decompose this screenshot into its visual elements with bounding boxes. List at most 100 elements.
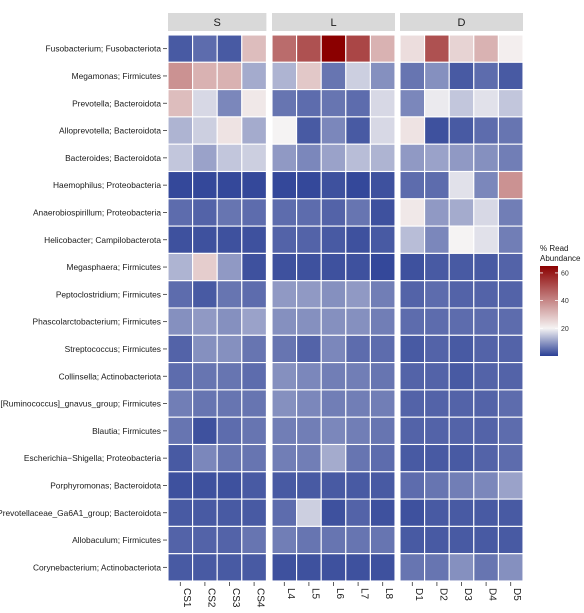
heatmap-cell-l7-row-13 [345,362,371,391]
heatmap-cell-l6-row-18 [320,498,347,527]
heatmap-cell-cs4-row-17 [241,471,267,500]
row-label: Prevotella; Bacteroidota [72,98,161,108]
heatmap-cell-cs2-row-13 [192,362,218,391]
heatmap-cell-cs2-row-14 [192,389,218,418]
heatmap-cell-d3-row-1 [448,34,475,63]
heatmap-cell-cs4-row-15 [241,416,267,446]
column-label-d1: D1 [413,588,424,601]
heatmap-cell-d2-row-18 [424,498,450,527]
heatmap-cell-cs3-row-6 [216,170,243,200]
heatmap-cell-d3-row-6 [448,170,475,200]
heatmap-cell-cs2-row-8 [192,225,218,254]
heatmap-cell-cs1-row-5 [167,143,194,173]
heatmap-cell-cs1-row-15 [167,416,194,446]
heatmap-cell-l4-row-15 [271,416,298,446]
heatmap-cell-l4-row-8 [271,225,298,254]
heatmap-cell-cs2-row-9 [192,252,218,282]
heatmap-cell-cs3-row-8 [216,225,243,254]
heatmap-cell-l5-row-12 [296,334,322,364]
heatmap-cell-d4-row-19 [473,525,499,555]
heatmap-cell-cs2-row-6 [192,170,218,200]
facet-strip-d [400,13,523,31]
row-label: Megasphaera; Firmicutes [67,262,162,272]
heatmap-cell-l7-row-19 [345,525,371,555]
heatmap-cell-d1-row-7 [399,198,426,227]
heatmap-cell-d2-row-12 [424,334,450,364]
heatmap-cell-d4-row-6 [473,170,499,200]
heatmap-cell-cs2-row-19 [192,525,218,555]
heatmap-cell-d5-row-1 [497,34,524,63]
legend-ticks: 20 40 60 [540,270,569,333]
heatmap-cell-d3-row-5 [448,143,475,173]
row-label: Porphyromonas; Bacteroidota [50,480,161,490]
column-label-d3: D3 [462,588,473,601]
column-label-l6: L6 [334,588,345,600]
heatmap-cell-d2-row-1 [424,34,450,63]
heatmap-cell-d1-row-20 [399,553,426,582]
heatmap-cell-d2-row-14 [424,389,450,418]
heatmap-cell-d2-row-2 [424,61,450,91]
heatmap-cell-l5-row-10 [296,280,322,309]
heatmap-cell-cs2-row-4 [192,116,218,145]
heatmap-cell-l6-row-11 [320,307,347,336]
heatmap-cell-cs3-row-9 [216,252,243,282]
heatmap-cell-d4-row-13 [473,362,499,391]
heatmap-cell-d1-row-3 [399,89,426,118]
heatmap-cell-d2-row-10 [424,280,450,309]
heatmap-cells [167,34,524,582]
heatmap-cell-d1-row-5 [399,143,426,173]
legend-tick-label: 20 [561,326,569,333]
legend-tick-label: 60 [561,270,569,277]
heatmap-cell-d3-row-19 [448,525,475,555]
heatmap-cell-d5-row-8 [497,225,524,254]
heatmap-cell-cs3-row-1 [216,34,243,63]
heatmap-cell-l6-row-19 [320,525,347,555]
heatmap-cell-l4-row-5 [271,143,298,173]
heatmap-cell-l5-row-16 [296,443,322,473]
heatmap-cell-d5-row-7 [497,198,524,227]
legend-title-line-1: % Read [540,244,568,253]
heatmap-cell-cs1-row-17 [167,471,194,500]
heatmap-cell-l4-row-2 [271,61,298,91]
heatmap-cell-l5-row-6 [296,170,322,200]
heatmap-cell-cs1-row-13 [167,362,194,391]
row-label: Prevotellaceae_Ga6A1_group; Bacteroidota [0,508,161,518]
column-label-cs1: CS1 [181,588,192,608]
heatmap-cell-cs2-row-16 [192,443,218,473]
heatmap-cell-d4-row-15 [473,416,499,446]
heatmap-cell-cs3-row-11 [216,307,243,336]
heatmap-cell-cs4-row-12 [241,334,267,364]
heatmap-cell-cs1-row-10 [167,280,194,309]
heatmap-cell-d4-row-7 [473,198,499,227]
heatmap-cell-d3-row-10 [448,280,475,309]
heatmap-cell-l5-row-15 [296,416,322,446]
heatmap-cell-d1-row-13 [399,362,426,391]
heatmap-cell-d2-row-5 [424,143,450,173]
heatmap-cell-d2-row-7 [424,198,450,227]
heatmap-cell-l6-row-13 [320,362,347,391]
heatmap-cell-d3-row-2 [448,61,475,91]
legend-tick-label: 40 [561,298,569,305]
heatmap-cell-cs3-row-13 [216,362,243,391]
heatmap-cell-cs1-row-2 [167,61,194,91]
heatmap-cell-d5-row-12 [497,334,524,364]
heatmap-cell-cs1-row-11 [167,307,194,336]
heatmap-cell-l7-row-11 [345,307,371,336]
heatmap-cell-l5-row-3 [296,89,322,118]
heatmap-cell-l7-row-14 [345,389,371,418]
heatmap-cell-cs4-row-3 [241,89,267,118]
heatmap-cell-l6-row-12 [320,334,347,364]
column-label-d4: D4 [487,588,498,601]
heatmap-cell-d2-row-3 [424,89,450,118]
heatmap-cell-d2-row-11 [424,307,450,336]
row-label: Bacteroides; Bacteroidota [65,153,161,163]
legend-title-line-2: Abundance [540,254,581,263]
heatmap-cell-l4-row-3 [271,89,298,118]
row-label: Collinsella; Actinobacteriota [59,371,162,381]
heatmap-cell-d1-row-10 [399,280,426,309]
heatmap-cell-d5-row-16 [497,443,524,473]
heatmap-cell-d5-row-3 [497,89,524,118]
heatmap-cell-l4-row-1 [271,34,298,63]
heatmap-cell-l6-row-3 [320,89,347,118]
heatmap-cell-l8-row-6 [369,170,396,200]
